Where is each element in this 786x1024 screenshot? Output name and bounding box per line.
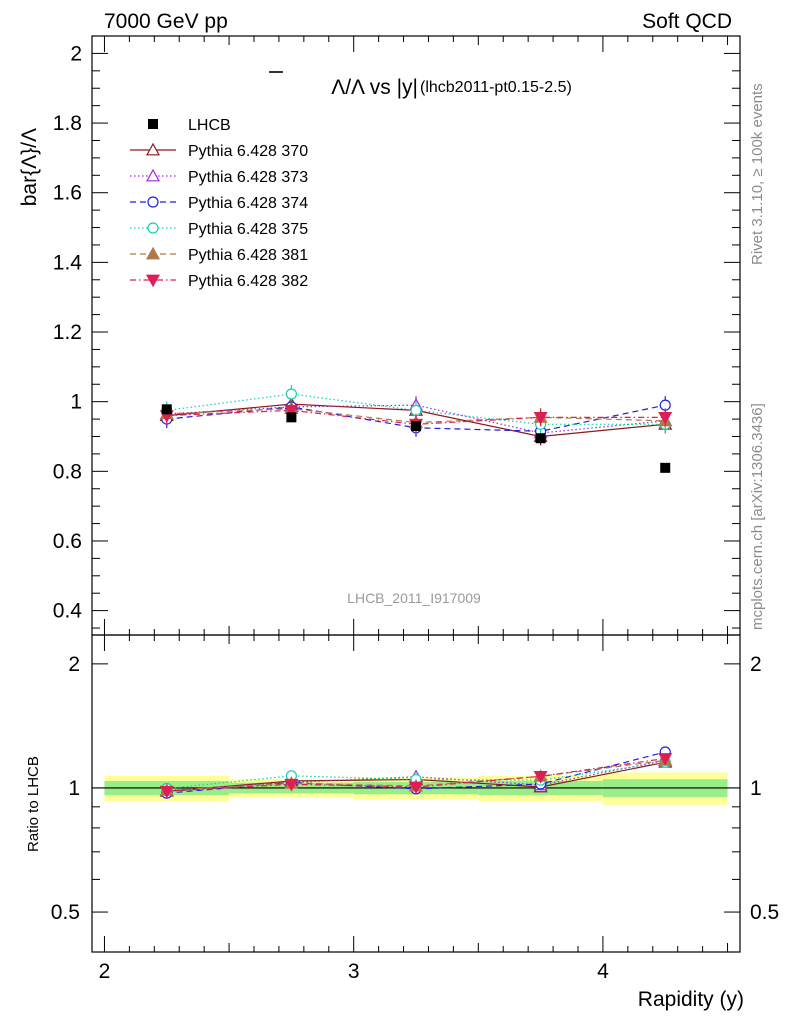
series-6-line <box>166 409 666 425</box>
series-6-ratio-point <box>159 785 174 799</box>
ratio-axis-label: Ratio to LHCB <box>25 756 42 852</box>
series-6-point <box>658 411 673 425</box>
legend-label-6: Pythia 6.428 382 <box>188 273 308 290</box>
legend-marker-6 <box>145 274 161 288</box>
y-axis-label: bar{Λ}/Λ <box>18 128 41 206</box>
ratio-tick-label-left: 1 <box>68 777 80 800</box>
mcplots-reference-label: mcplots.cern.ch [arXiv:1306.3436] <box>749 403 766 630</box>
y-tick-label: 1.4 <box>53 251 83 274</box>
lhcb-data-point <box>411 421 421 432</box>
legend-marker-2 <box>145 168 161 182</box>
ratio-tick-label-right: 1 <box>750 777 762 800</box>
series-6-ratio-point <box>408 781 424 795</box>
legend-label-4: Pythia 6.428 375 <box>188 221 308 238</box>
legend-marker-4 <box>147 222 159 234</box>
y-tick-label: 0.4 <box>53 600 83 623</box>
ratio-plot-frame <box>91 634 741 953</box>
ratio-tick-label-left: 2 <box>68 653 80 676</box>
header-right: Soft QCD <box>642 10 732 33</box>
series-6-ratio-line <box>166 757 666 792</box>
series-5-ratio-line <box>166 759 666 791</box>
legend-label-2: Pythia 6.428 373 <box>188 169 308 186</box>
y-tick-label: 2 <box>70 42 82 65</box>
legend-label-lhcb: LHCB <box>188 117 231 134</box>
legend-label-5: Pythia 6.428 381 <box>188 247 308 264</box>
legend-marker-3 <box>147 196 159 208</box>
ratio-tick-label-right: 2 <box>750 653 762 676</box>
series-4-point <box>285 388 297 400</box>
x-tick-label: 3 <box>348 960 360 983</box>
y-tick-label: 1.2 <box>53 321 82 344</box>
lhcb-data-point <box>161 404 172 415</box>
lhcb-data-point <box>286 412 297 423</box>
lhcb-data-point <box>535 433 546 444</box>
series-4-ratio-line <box>166 761 666 790</box>
chart-title: Λ/Λ vs |y| <box>331 76 418 99</box>
legend-label-3: Pythia 6.428 374 <box>188 195 308 212</box>
y-tick-label: 1.8 <box>53 112 82 135</box>
rivet-version-label: Rivet 3.1.10, ≥ 100k events <box>749 83 766 265</box>
chart-subtitle: (lhcb2011-pt0.15-2.5) <box>420 79 572 96</box>
series-2-ratio-line <box>166 759 666 791</box>
series-6-ratio-point <box>284 778 299 792</box>
series-6-point <box>284 404 299 418</box>
series-6-ratio-point <box>533 770 548 784</box>
y-tick-label: 1.6 <box>53 182 82 205</box>
y-tick-label: 0.8 <box>53 460 82 483</box>
legend-label-1: Pythia 6.428 370 <box>188 143 308 160</box>
y-tick-label: 1 <box>70 391 82 414</box>
x-tick-label: 4 <box>597 960 609 983</box>
x-axis-label: Rapidity (y) <box>638 988 744 1011</box>
ratio-tick-label-left: 0.5 <box>51 901 80 924</box>
lhcb-data-point <box>660 462 671 473</box>
header-left: 7000 GeV pp <box>104 10 228 33</box>
series-6-point <box>533 411 548 425</box>
legend-marker-1 <box>145 142 161 156</box>
analysis-watermark: LHCB_2011_I917009 <box>347 590 481 606</box>
ratio-tick-label-right: 0.5 <box>750 901 779 924</box>
series-6-ratio-point <box>658 753 673 766</box>
legend-marker-5 <box>145 246 161 260</box>
x-tick-label: 2 <box>99 960 111 983</box>
y-tick-label: 0.6 <box>53 530 82 553</box>
legend-marker-lhcb <box>148 119 158 129</box>
